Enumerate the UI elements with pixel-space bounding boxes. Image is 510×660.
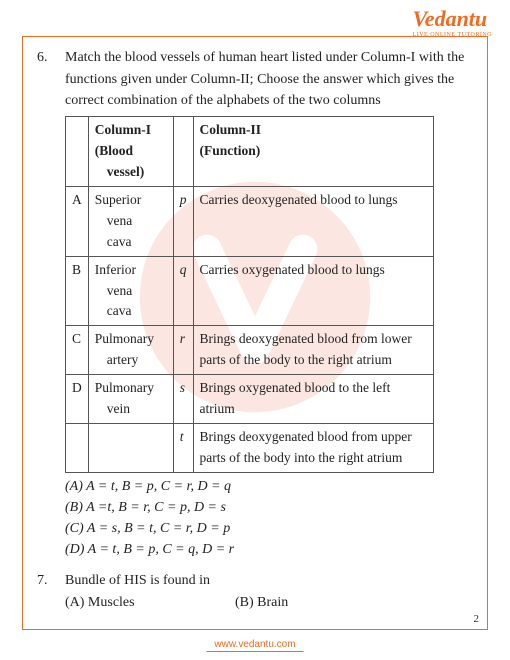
col1-header-a: Column-I [95, 122, 151, 137]
brand-name: Vedantu [413, 6, 488, 31]
cell-text: Carries deoxygenated blood to lungs [193, 186, 433, 256]
row-key: B [66, 256, 89, 326]
col1-header-b: (Blood [95, 143, 133, 158]
option-a: (A) Muscles [65, 592, 235, 614]
page-content: 6. Match the blood vessels of human hear… [37, 47, 473, 619]
cell-text: Brings deoxygenated blood from lower par… [193, 326, 433, 375]
option-a: (A) A = t, B = p, C = r, D = q [65, 476, 473, 497]
row-key: A [66, 186, 89, 256]
question-6: 6. Match the blood vessels of human hear… [37, 47, 473, 560]
cell-text: cava [95, 232, 167, 253]
question-number: 7. [37, 570, 65, 613]
table-row: t Brings deoxygenated blood from upper p… [66, 424, 434, 473]
cell-text: Pulmonary [95, 331, 154, 346]
cell-text: Carries oxygenated blood to lungs [193, 256, 433, 326]
col1-header-c: vessel) [95, 162, 167, 183]
q6-options: (A) A = t, B = p, C = r, D = q (B) A =t,… [65, 476, 473, 560]
option-b: (B) A =t, B = r, C = p, D = s [65, 497, 473, 518]
row-key2: r [173, 326, 193, 375]
cell-text: Brings oxygenated blood to the left atri… [193, 375, 433, 424]
footer-url: www.vedantu.com [206, 639, 303, 652]
table-row: C Pulmonary artery r Brings deoxygenated… [66, 326, 434, 375]
question-stem: Bundle of HIS is found in [65, 570, 473, 592]
question-7: 7. Bundle of HIS is found in (A) Muscles… [37, 570, 473, 613]
col2-header-b: (Function) [200, 143, 261, 158]
row-key2: t [173, 424, 193, 473]
cell-text [88, 424, 173, 473]
question-stem: Match the blood vessels of human heart l… [65, 47, 473, 112]
cell-text: cava [95, 301, 167, 322]
row-key: D [66, 375, 89, 424]
row-key: C [66, 326, 89, 375]
option-b: (B) Brain [235, 592, 288, 614]
cell-text: Pulmonary [95, 380, 154, 395]
col2-header-a: Column-II [200, 122, 262, 137]
row-key2: p [173, 186, 193, 256]
table-row: D Pulmonary vein s Brings oxygenated blo… [66, 375, 434, 424]
page-number: 2 [474, 613, 480, 625]
cell-text: artery [95, 350, 167, 371]
question-number: 6. [37, 47, 65, 560]
match-table: Column-I (Blood vessel) Column-II (Funct… [65, 116, 434, 473]
table-row: B Inferior vena cava q Carries oxygenate… [66, 256, 434, 326]
brand-logo: Vedantu LIVE ONLINE TUTORING [413, 6, 492, 38]
table-header-row: Column-I (Blood vessel) Column-II (Funct… [66, 117, 434, 187]
cell-text: Inferior [95, 262, 136, 277]
cell-text: vena [95, 211, 167, 232]
cell-text: vein [95, 399, 167, 420]
row-key2: q [173, 256, 193, 326]
row-key2: s [173, 375, 193, 424]
cell-text: Brings deoxygenated blood from upper par… [193, 424, 433, 473]
table-row: A Superior vena cava p Carries deoxygena… [66, 186, 434, 256]
option-d: (D) A = t, B = p, C = q, D = r [65, 539, 473, 560]
cell-text: vena [95, 281, 167, 302]
page-frame: 6. Match the blood vessels of human hear… [22, 36, 488, 630]
cell-text: Superior [95, 192, 142, 207]
q7-options: (A) Muscles (B) Brain [65, 592, 473, 614]
row-key [66, 424, 89, 473]
option-c: (C) A = s, B = t, C = r, D = p [65, 518, 473, 539]
